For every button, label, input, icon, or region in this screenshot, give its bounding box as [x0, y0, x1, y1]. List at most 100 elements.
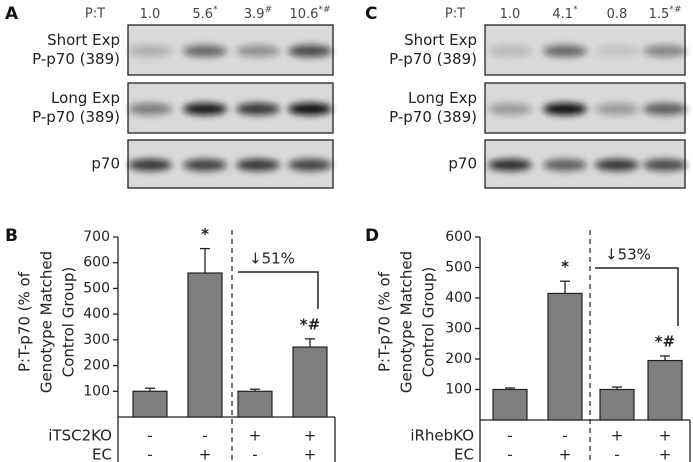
change-label: ↓53% [605, 246, 651, 264]
significance: *# [655, 332, 675, 350]
ratio-value: 1.0 [500, 7, 521, 22]
blot-band [128, 159, 172, 171]
condition-value: - [507, 427, 512, 445]
blot-band [643, 45, 687, 57]
ratio-value: 1.0 [140, 7, 161, 22]
condition-name: EC [92, 446, 112, 462]
bar [547, 292, 583, 421]
blot-band [128, 45, 172, 57]
blot-band [488, 45, 532, 57]
ratio-number: 1.5 [649, 7, 670, 22]
blot-row-label: p70 [91, 155, 120, 173]
blot-band [643, 103, 687, 115]
condition-value: + [304, 446, 317, 462]
change-label: ↓51% [249, 250, 295, 268]
blot-band [183, 103, 227, 115]
ratio-number: 5.6 [192, 7, 213, 22]
ratio-number: 10.6 [290, 7, 319, 22]
bar [237, 390, 273, 418]
blot-row-label: Short Exp [404, 31, 477, 49]
blot-row-label: Short Exp [47, 31, 120, 49]
blot-band [183, 159, 227, 171]
ratio-value: 0.8 [607, 7, 628, 22]
y-tick-label: 200 [445, 351, 472, 367]
blot-band [236, 45, 280, 57]
blot-band [288, 159, 332, 171]
condition-value: - [614, 446, 619, 462]
bar [492, 388, 528, 421]
ratio-number: 1.0 [500, 7, 521, 22]
change-bracket [238, 271, 319, 309]
y-axis-label: Genotype Matched [38, 251, 56, 393]
blot-band [183, 45, 227, 57]
ratio-mark: *# [318, 5, 330, 15]
y-tick-label: 600 [83, 255, 110, 271]
blot-band [236, 159, 280, 171]
blot-band [543, 45, 587, 57]
condition-name: EC [454, 446, 474, 462]
ratio-number: 1.0 [140, 7, 161, 22]
blot-band [236, 103, 280, 115]
ratio-number: 0.8 [607, 7, 628, 22]
significance: * [201, 225, 209, 243]
blot-band [488, 103, 532, 115]
ratio-mark: * [213, 5, 218, 15]
y-tick-label: 200 [83, 358, 110, 374]
ratio-label: P:T [85, 7, 105, 22]
blot-row-label: P-p70 (389) [32, 108, 120, 126]
panel-letter: B [5, 226, 18, 246]
bar [647, 359, 683, 421]
bar [292, 346, 328, 418]
blot-row-label: Long Exp [408, 89, 477, 107]
condition-value: - [147, 427, 152, 445]
y-axis-label: Control Group) [420, 267, 438, 378]
y-tick-label: 400 [83, 306, 110, 322]
condition-value: - [507, 446, 512, 462]
ratio-number: 3.9 [244, 7, 265, 22]
blot-band [288, 103, 332, 115]
ratio-value: 4.1* [552, 5, 578, 22]
blot-band [488, 159, 532, 171]
significance: * [561, 258, 569, 276]
condition-value: + [559, 446, 572, 462]
ratio-label: P:T [445, 7, 465, 22]
panel-letter: D [365, 226, 379, 246]
condition-value: - [147, 446, 152, 462]
blot-band [595, 45, 639, 57]
condition-name: iRhebKO [410, 427, 474, 445]
blot-row-label: P-p70 (389) [389, 50, 477, 68]
y-tick-label: 500 [83, 280, 110, 296]
condition-value: + [659, 427, 672, 445]
ratio-mark: *# [669, 5, 681, 15]
panel-letter: A [5, 4, 19, 24]
y-tick-label: 300 [83, 332, 110, 348]
ratio-mark: # [265, 5, 273, 15]
blot-band [595, 159, 639, 171]
y-axis-label: Genotype Matched [398, 251, 416, 393]
blot-row-label: p70 [448, 155, 477, 173]
y-tick-label: 600 [445, 229, 472, 245]
ratio-value: 5.6* [192, 5, 218, 22]
condition-value: - [252, 446, 257, 462]
blot-band [543, 159, 587, 171]
condition-value: + [199, 446, 212, 462]
y-tick-label: 100 [83, 383, 110, 399]
bar [187, 272, 223, 418]
condition-value: - [202, 427, 207, 445]
blot-band [643, 159, 687, 171]
ratio-value: 10.6*# [290, 5, 331, 22]
bar [599, 388, 635, 421]
bar [132, 390, 168, 418]
change-bracket [595, 267, 679, 326]
condition-value: - [562, 427, 567, 445]
y-tick-label: 500 [445, 260, 472, 276]
ratio-number: 4.1 [552, 7, 573, 22]
condition-name: iTSC2KO [48, 427, 112, 445]
y-tick-label: 300 [445, 321, 472, 337]
y-tick-label: 100 [445, 382, 472, 398]
y-tick-label: 400 [445, 290, 472, 306]
blot-band [543, 103, 587, 115]
condition-value: + [249, 427, 262, 445]
blot-band [595, 103, 639, 115]
